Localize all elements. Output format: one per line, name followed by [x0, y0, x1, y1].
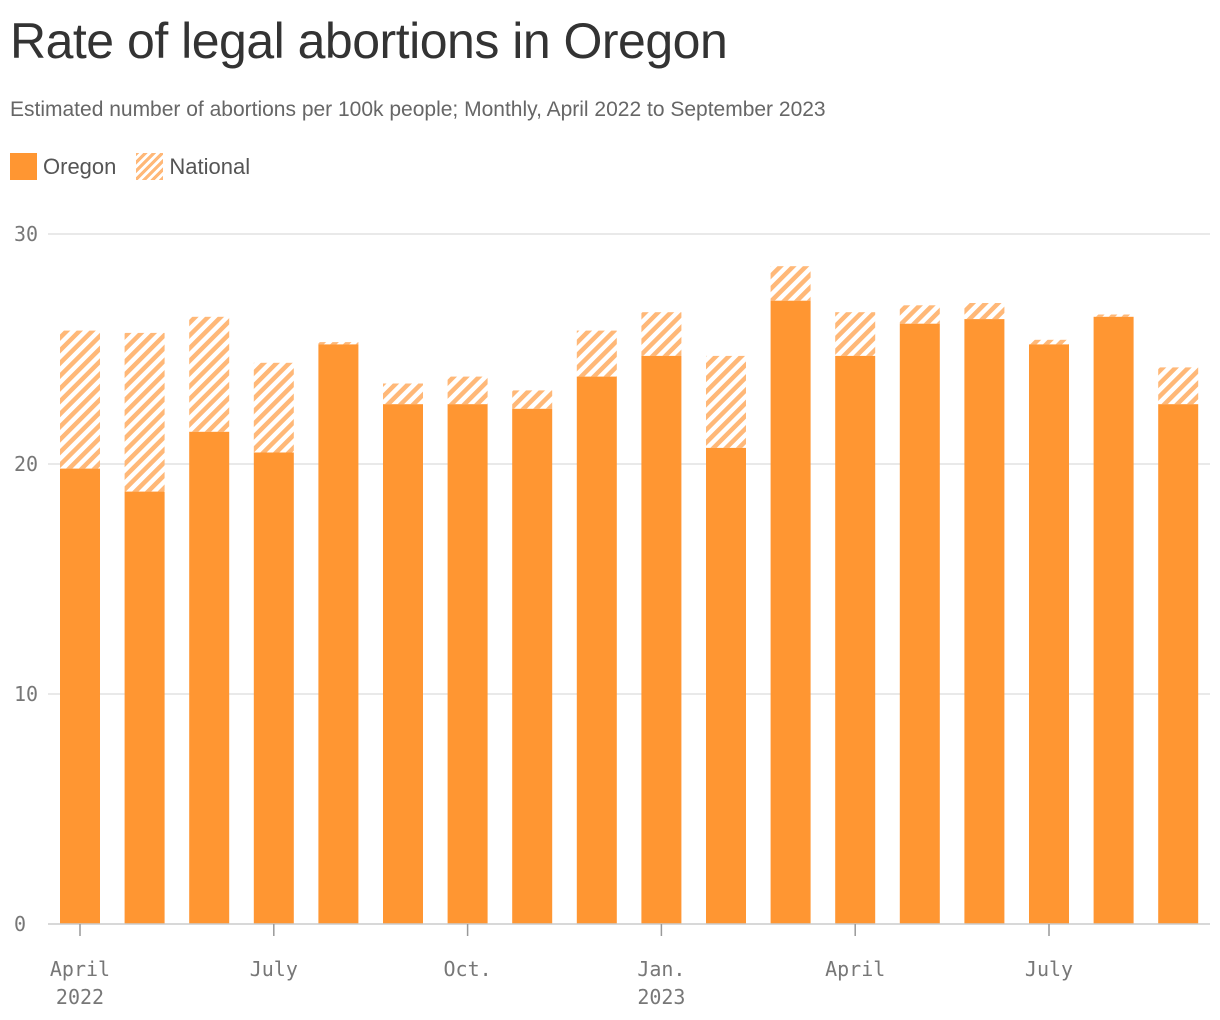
legend: Oregon National: [10, 153, 270, 180]
bar-oregon-may-2022: [124, 491, 165, 924]
bar-national-may-2023: [899, 305, 940, 324]
bar-oregon-apr-2023: [835, 355, 876, 924]
bar-national-feb-2023: [706, 355, 746, 448]
bar-oregon-jul-2023: [1029, 344, 1069, 924]
x-tick-sublabel-9: 2023: [637, 985, 685, 1009]
x-tick-label-9: Jan.: [637, 957, 685, 981]
legend-item-national: National: [136, 153, 250, 180]
legend-swatch-oregon: [10, 153, 37, 180]
legend-label-national: National: [169, 153, 251, 179]
bar-national-mar-2023: [770, 266, 811, 301]
bar-national-jun-2022: [189, 316, 230, 432]
bar-national-oct-2022: [447, 376, 488, 405]
bar-oregon-jan-2023: [641, 355, 682, 924]
bar-national-jun-2023: [964, 303, 1005, 320]
bar-oregon-nov-2022: [512, 408, 553, 924]
bar-oregon-dec-2022: [576, 376, 617, 925]
bar-oregon-jun-2023: [964, 319, 1005, 925]
bar-national-apr-2022: [60, 330, 100, 469]
bar-national-aug-2022: [318, 342, 359, 345]
bar-national-jul-2022: [253, 362, 294, 453]
bar-oregon-mar-2023: [770, 300, 811, 924]
x-tick-label-6: Oct.: [444, 957, 492, 981]
bar-national-nov-2022: [512, 390, 553, 409]
bar-oregon-aug-2023: [1093, 316, 1134, 924]
bar-national-dec-2022: [576, 330, 617, 377]
bar-oregon-jul-2022: [253, 452, 294, 924]
bar-national-jul-2023: [1029, 339, 1069, 345]
axes: 0 10 20 30 April 2022 July Oct. Jan. 2023 April Jul…: [14, 222, 1210, 1009]
y-tick-label-10: 10: [14, 682, 38, 706]
y-tick-label-30: 30: [14, 222, 38, 246]
bar-national-jan-2023: [641, 312, 682, 356]
bar-oregon-jun-2022: [189, 431, 230, 924]
bar-national-sep-2022: [383, 383, 423, 405]
legend-label-oregon: Oregon: [43, 153, 117, 179]
bar-national-sep-2023: [1158, 367, 1199, 405]
bar-oregon-oct-2022: [447, 404, 488, 924]
x-tick-label-3: July: [250, 957, 298, 981]
y-tick-label-0: 0: [14, 912, 26, 936]
bar-national-apr-2023: [835, 312, 876, 356]
bar-national-may-2022: [124, 332, 165, 492]
gridlines: [48, 233, 1210, 695]
bar-oregon-apr-2022: [60, 468, 100, 924]
chart-subtitle: Estimated number of abortions per 100k p…: [10, 98, 826, 121]
x-tick-sublabel-0: 2022: [56, 985, 104, 1009]
chart-title: Rate of legal abortions in Oregon: [10, 13, 728, 69]
x-tick-label-15: July: [1025, 957, 1073, 981]
bar-oregon-feb-2023: [706, 447, 746, 924]
legend-item-oregon: Oregon: [10, 153, 116, 180]
bar-national-aug-2023: [1093, 314, 1134, 317]
legend-swatch-national: [136, 153, 164, 180]
bar-oregon-may-2023: [899, 323, 940, 924]
bar-oregon-sep-2023: [1158, 404, 1199, 924]
bars: [60, 266, 1199, 925]
bar-oregon-aug-2022: [318, 344, 359, 924]
x-tick-label-0: April: [50, 957, 110, 981]
bar-oregon-sep-2022: [383, 404, 423, 924]
x-tick-label-12: April: [825, 957, 885, 981]
y-tick-label-20: 20: [14, 452, 38, 476]
